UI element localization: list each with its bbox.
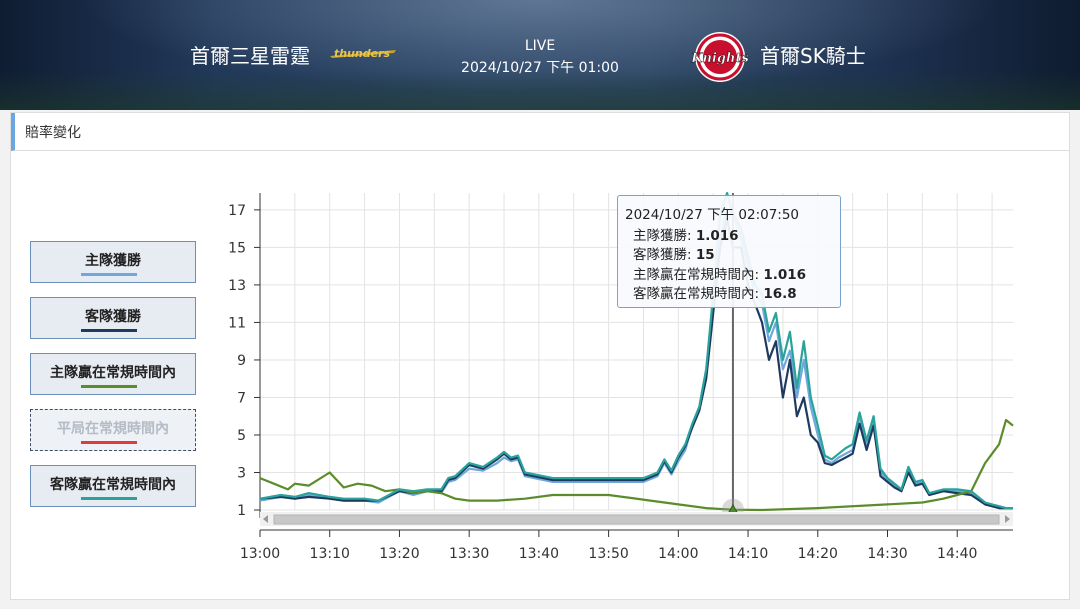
x-tick-label: 14:10 bbox=[728, 546, 768, 562]
y-tick-label: 15 bbox=[228, 240, 246, 256]
scrollbar-thumb[interactable] bbox=[273, 514, 1000, 525]
series-line bbox=[259, 418, 1014, 512]
x-tick-label: 14:40 bbox=[937, 546, 977, 562]
y-tick-label: 1 bbox=[237, 503, 246, 519]
chart-tooltip: 2024/10/27 下午 02:07:50 主隊獲勝: 1.016 客隊獲勝:… bbox=[617, 195, 841, 308]
panel-title: 賠率變化 bbox=[25, 125, 81, 141]
legend-label: 平局在常規時間內 bbox=[57, 421, 169, 437]
tooltip-row-away-regulation: 客隊贏在常規時間內: 16.8 bbox=[633, 282, 797, 302]
legend-button-home-win[interactable]: 主隊獲勝 bbox=[30, 241, 196, 283]
x-tick-label: 13:20 bbox=[379, 546, 419, 562]
y-tick-label: 7 bbox=[237, 390, 246, 406]
legend-color-bar bbox=[81, 497, 137, 500]
tooltip-row-home-win: 主隊獲勝: 1.016 bbox=[633, 224, 739, 244]
match-datetime: 2024/10/27 下午 01:00 bbox=[461, 60, 619, 76]
legend-button-away-regulation[interactable]: 客隊贏在常規時間內 bbox=[30, 465, 196, 507]
x-tick-label: 14:00 bbox=[658, 546, 698, 562]
panel-header: 賠率變化 bbox=[11, 113, 1069, 151]
tooltip-value: 15 bbox=[695, 247, 715, 263]
away-team-logo: Knights bbox=[690, 32, 750, 82]
x-tick-label: 13:50 bbox=[588, 546, 628, 562]
legend-color-bar bbox=[81, 273, 137, 276]
tooltip-row-away-win: 客隊獲勝: 15 bbox=[633, 243, 715, 263]
x-tick-label: 14:30 bbox=[867, 546, 907, 562]
y-tick-label: 9 bbox=[237, 353, 246, 369]
scroll-left-arrow-icon[interactable] bbox=[263, 515, 268, 523]
live-status: LIVE bbox=[524, 38, 556, 54]
legend-label: 主隊獲勝 bbox=[85, 253, 141, 269]
x-tick-labels: 13:00 13:10 13:20 13:30 13:40 13:50 14:00 14:10… bbox=[240, 546, 978, 562]
match-header: 首爾三星雷霆 thunders LIVE 2024/10/27 下午 01:00… bbox=[0, 0, 1080, 110]
tooltip-value: 16.8 bbox=[763, 286, 797, 302]
tooltip-value: 1.016 bbox=[695, 228, 739, 244]
svg-text:thunders: thunders bbox=[334, 47, 391, 60]
legend-button-draw-regulation[interactable]: 平局在常規時間內 bbox=[30, 409, 196, 451]
scroll-right-arrow-icon[interactable] bbox=[1005, 515, 1010, 523]
x-tick-label: 13:30 bbox=[449, 546, 489, 562]
svg-text:Knights: Knights bbox=[690, 51, 749, 66]
y-tick-label: 17 bbox=[228, 203, 246, 219]
x-tick-label: 13:00 bbox=[240, 546, 280, 562]
header-crowd-background bbox=[0, 70, 1080, 110]
legend-label: 客隊獲勝 bbox=[85, 309, 141, 325]
legend-label: 主隊贏在常規時間內 bbox=[50, 365, 176, 381]
home-team-logo: thunders bbox=[330, 47, 396, 60]
x-tick-label: 14:20 bbox=[798, 546, 838, 562]
tooltip-value: 1.016 bbox=[763, 267, 807, 283]
tooltip-label: 主隊獲勝: bbox=[633, 228, 696, 244]
legend-color-bar bbox=[81, 441, 137, 444]
tooltip-row-home-regulation: 主隊贏在常規時間內: 1.016 bbox=[633, 263, 806, 283]
legend-button-home-regulation[interactable]: 主隊贏在常規時間內 bbox=[30, 353, 196, 395]
y-tick-label: 13 bbox=[228, 278, 246, 294]
legend-color-bar bbox=[81, 329, 137, 332]
x-tick-label: 13:40 bbox=[519, 546, 559, 562]
away-team-name: 首爾SK騎士 bbox=[760, 44, 866, 68]
chart-axes bbox=[254, 193, 1013, 537]
chart-scrollbar bbox=[260, 512, 1013, 526]
x-tick-label: 13:10 bbox=[310, 546, 350, 562]
y-tick-label: 11 bbox=[228, 315, 246, 331]
y-tick-label: 5 bbox=[237, 428, 246, 444]
y-tick-label: 3 bbox=[237, 465, 246, 481]
legend-button-away-win[interactable]: 客隊獲勝 bbox=[30, 297, 196, 339]
home-team-name: 首爾三星雷霆 bbox=[190, 44, 310, 68]
tooltip-label: 客隊贏在常規時間內: bbox=[633, 286, 764, 302]
tooltip-label: 主隊贏在常規時間內: bbox=[633, 267, 764, 283]
tooltip-time: 2024/10/27 下午 02:07:50 bbox=[625, 207, 800, 223]
legend-color-bar bbox=[81, 385, 137, 388]
legend-label: 客隊贏在常規時間內 bbox=[50, 477, 176, 493]
tooltip-label: 客隊獲勝: bbox=[633, 247, 696, 263]
